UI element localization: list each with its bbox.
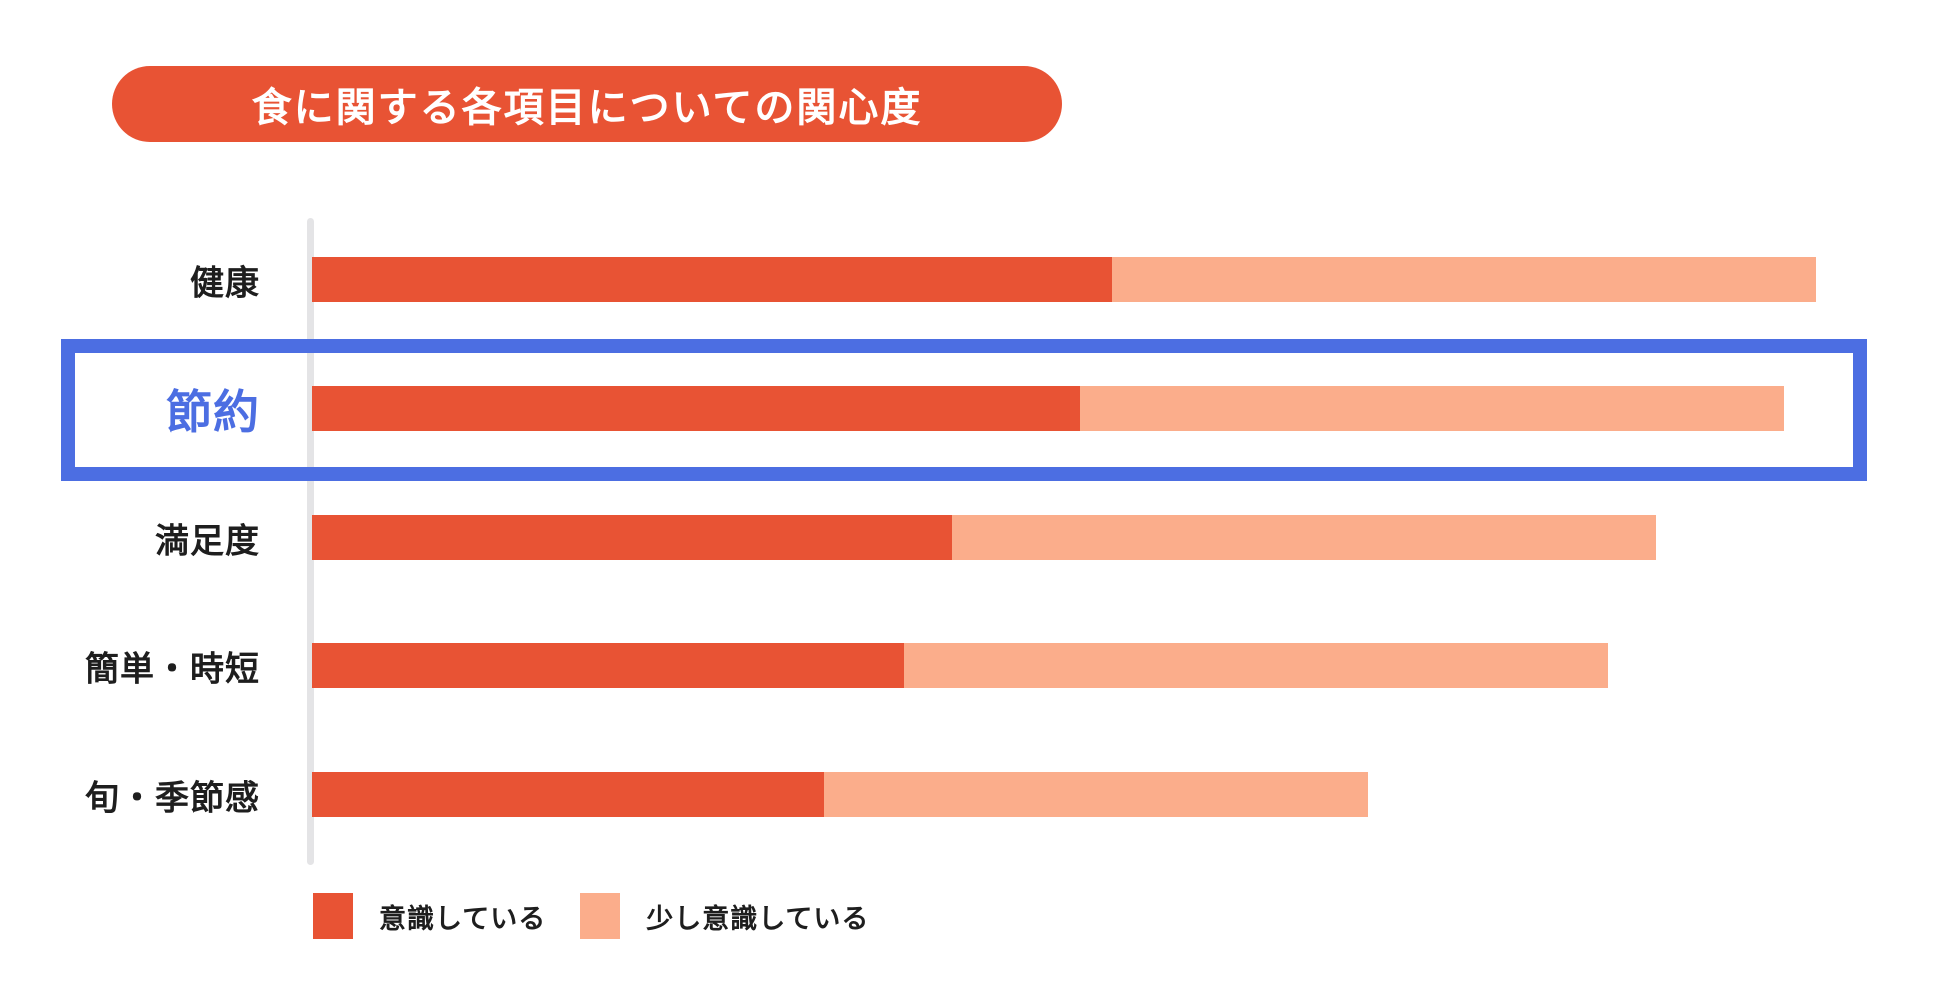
legend-label-conscious: 意識している bbox=[379, 903, 547, 934]
bar-segment-conscious bbox=[312, 386, 1080, 431]
category-label-3: 満足度 bbox=[155, 522, 260, 560]
legend-swatch-slightly-conscious bbox=[580, 893, 621, 939]
bar-row-2: 節約 bbox=[0, 386, 1950, 438]
stacked-bar-4 bbox=[312, 643, 1608, 688]
legend-item-conscious: 意識している bbox=[313, 893, 546, 939]
bar-segment-slightly-conscious bbox=[952, 515, 1656, 560]
bar-row-3: 満足度 bbox=[0, 515, 1950, 560]
stacked-bar-1 bbox=[312, 257, 1816, 302]
bar-row-1: 健康 bbox=[0, 257, 1950, 302]
stacked-bar-3 bbox=[312, 515, 1656, 560]
chart-title: 食に関する各項目についての関心度 bbox=[251, 86, 923, 130]
category-label-1: 健康 bbox=[190, 264, 260, 302]
stacked-bar-2 bbox=[312, 386, 1784, 431]
legend-swatch-conscious bbox=[313, 893, 353, 939]
legend: 意識している 少し意識している bbox=[313, 893, 869, 939]
bar-segment-conscious bbox=[312, 515, 952, 560]
bar-segment-slightly-conscious bbox=[1112, 257, 1816, 302]
bar-segment-conscious bbox=[312, 257, 1112, 302]
bar-row-4: 簡単・時短 bbox=[0, 643, 1950, 688]
bar-segment-slightly-conscious bbox=[904, 643, 1608, 688]
legend-item-slightly-conscious: 少し意識している bbox=[580, 893, 869, 939]
bar-row-5: 旬・季節感 bbox=[0, 772, 1950, 817]
bar-segment-slightly-conscious bbox=[1080, 386, 1784, 431]
bar-segment-conscious bbox=[312, 772, 824, 817]
bar-segment-conscious bbox=[312, 643, 904, 688]
category-label-4: 簡単・時短 bbox=[85, 650, 260, 688]
legend-label-slightly-conscious: 少し意識している bbox=[646, 903, 870, 934]
bar-segment-slightly-conscious bbox=[824, 772, 1368, 817]
stacked-bar-5 bbox=[312, 772, 1368, 817]
category-label-5: 旬・季節感 bbox=[85, 779, 260, 817]
category-label-2: 節約 bbox=[166, 385, 260, 438]
y-axis-line bbox=[307, 218, 314, 865]
title-badge: 食に関する各項目についての関心度 bbox=[112, 66, 1062, 142]
